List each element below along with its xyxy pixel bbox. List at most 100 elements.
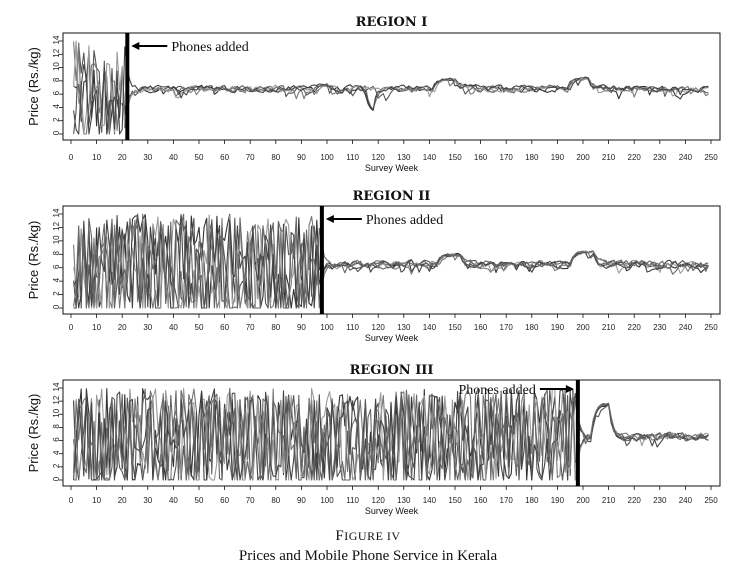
x-tick-label: 190 [551,496,565,505]
y-tick-label: 4 [52,277,61,282]
y-tick-label: 14 [52,382,61,391]
y-tick-label: 4 [52,450,61,455]
x-tick-label: 80 [271,323,280,332]
x-tick-label: 180 [525,153,539,162]
x-tick-label: 0 [69,323,74,332]
x-tick-label: 200 [576,323,590,332]
chart-title: REGION II [353,189,431,204]
plot-frame [62,32,721,141]
x-axis-label: Survey Week [365,163,419,173]
x-tick-label: 230 [653,153,667,162]
y-axis-label: Price (Rs./kg) [26,221,41,300]
x-tick-label: 160 [474,153,488,162]
x-tick-label: 30 [143,153,152,162]
x-tick-label: 200 [576,496,590,505]
arrow-head [565,385,574,393]
annotation-label: Phones added [366,213,443,228]
y-tick-label: 14 [52,208,61,217]
y-axis-label: Price (Rs./kg) [26,47,41,126]
y-tick-label: 2 [52,291,61,296]
x-tick-label: 240 [679,323,693,332]
x-tick-label: 20 [118,323,127,332]
y-tick-label: 8 [52,251,61,256]
series-line-3 [73,215,709,309]
x-tick-label: 90 [297,153,306,162]
y-tick-label: 10 [52,62,61,71]
y-tick-label: 6 [52,90,61,95]
annotation-label: Phones added [171,40,248,55]
annotation-label: Phones added [458,383,535,398]
chart-title: REGION III [350,363,434,378]
x-tick-label: 80 [271,496,280,505]
y-tick-label: 0 [52,304,61,309]
x-tick-label: 10 [92,153,101,162]
series-line-2 [73,43,709,135]
plot-frame [62,379,721,487]
x-tick-label: 190 [551,323,565,332]
x-tick-label: 0 [69,153,74,162]
series-group [73,387,709,481]
x-tick-label: 220 [628,153,642,162]
x-tick-label: 210 [602,153,616,162]
x-tick-label: 110 [346,153,359,162]
y-tick-label: 12 [52,48,61,57]
x-tick-label: 160 [474,323,488,332]
y-tick-label: 14 [52,35,61,44]
x-tick-label: 240 [679,496,693,505]
x-tick-label: 120 [372,153,386,162]
plot-frame [62,205,721,315]
x-tick-label: 130 [397,323,411,332]
y-tick-label: 0 [52,476,61,481]
x-tick-label: 100 [320,496,334,505]
y-tick-label: 6 [52,437,61,442]
y-tick-label: 0 [52,130,61,135]
x-tick-label: 40 [169,153,178,162]
y-tick-label: 2 [52,463,61,468]
x-tick-label: 140 [423,323,437,332]
y-axis-label: Price (Rs./kg) [26,394,41,473]
x-tick-label: 250 [704,153,718,162]
x-tick-label: 230 [653,323,667,332]
y-tick-label: 6 [52,264,61,269]
x-tick-label: 70 [246,323,255,332]
x-tick-label: 210 [602,496,616,505]
x-tick-label: 10 [92,323,101,332]
arrow-head [325,215,334,223]
y-tick-label: 12 [52,221,61,230]
x-tick-label: 50 [195,153,204,162]
y-tick-label: 8 [52,77,61,82]
x-tick-label: 80 [271,153,280,162]
x-tick-label: 250 [704,496,718,505]
x-tick-label: 170 [500,153,514,162]
x-tick-label: 250 [704,323,718,332]
y-tick-label: 12 [52,395,61,404]
x-tick-label: 90 [297,323,306,332]
x-tick-label: 210 [602,323,616,332]
x-tick-label: 110 [346,496,359,505]
x-tick-label: 100 [320,153,334,162]
x-tick-label: 230 [653,496,667,505]
x-tick-label: 240 [679,153,693,162]
series-line-6 [73,387,709,481]
series-line-4 [73,40,709,135]
x-tick-label: 180 [525,496,539,505]
y-tick-label: 8 [52,424,61,429]
x-tick-label: 190 [551,153,565,162]
x-tick-label: 150 [448,496,462,505]
x-tick-label: 160 [474,496,488,505]
y-tick-label: 2 [52,117,61,122]
x-tick-label: 140 [423,153,437,162]
x-tick-label: 220 [628,496,642,505]
x-tick-label: 140 [423,496,437,505]
x-tick-label: 130 [397,496,411,505]
x-tick-label: 150 [448,323,462,332]
x-tick-label: 40 [169,496,178,505]
series-group [73,213,709,309]
x-axis-label: Survey Week [365,333,419,343]
y-tick-label: 10 [52,235,61,244]
figure-caption: Prices and Mobile Phone Service in Keral… [239,548,498,564]
